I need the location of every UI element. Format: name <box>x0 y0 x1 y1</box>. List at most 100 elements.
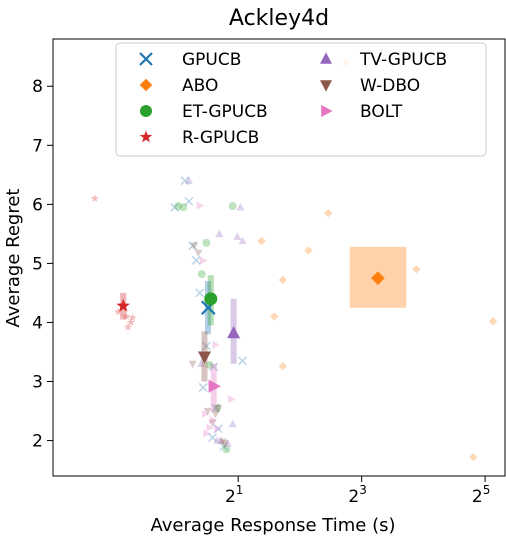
run-point-et-gpucb <box>197 270 206 279</box>
run-point-tv-gpucb <box>233 232 242 241</box>
run-point-gpucb <box>184 196 194 206</box>
run-point-gpucb <box>201 341 211 351</box>
legend-item-tv-gpucb: TV-GPUCB <box>320 50 447 70</box>
x-tick-label: 23 <box>348 483 366 507</box>
legend-label-gpucb: GPUCB <box>182 50 241 70</box>
run-point-abo <box>304 246 313 255</box>
run-point-gpucb <box>238 356 248 366</box>
run-point-bolt <box>199 256 208 265</box>
run-point-tv-gpucb <box>215 229 224 238</box>
legend-marker-gpucb <box>139 52 153 66</box>
mean-points <box>116 271 385 393</box>
run-point-abo <box>270 312 279 321</box>
run-point-et-gpucb <box>174 202 183 211</box>
y-tick-label: 5 <box>32 254 43 274</box>
run-point-r-gpucb <box>126 318 136 327</box>
run-point-r-gpucb <box>114 307 123 316</box>
legend-label-tv-gpucb: TV-GPUCB <box>359 50 447 70</box>
plot-area <box>90 58 498 462</box>
legend-label-r-gpucb: R-GPUCB <box>182 128 259 148</box>
legend-box <box>115 42 487 157</box>
run-point-et-gpucb <box>205 360 214 369</box>
run-point-w-dbo <box>208 419 217 428</box>
x-axis-ticks: 21 23 25 <box>225 476 490 507</box>
run-point-w-dbo <box>211 410 220 419</box>
run-point-abo <box>257 236 266 246</box>
legend-item-r-gpucb: R-GPUCB <box>139 128 259 148</box>
legend-item-gpucb: GPUCB <box>139 50 241 70</box>
legend-label-w-dbo: W-DBO <box>360 76 420 96</box>
run-point-et-gpucb <box>228 202 237 211</box>
run-point-w-dbo <box>218 438 227 447</box>
run-point-r-gpucb <box>122 312 131 321</box>
legend-label-et-gpucb: ET-GPUCB <box>182 102 268 122</box>
y-axis-label: Average Regret <box>3 189 24 328</box>
run-point-et-gpucb <box>222 445 231 454</box>
run-point-bolt <box>214 424 222 433</box>
error-boxes <box>120 246 407 412</box>
y-tick-label: 3 <box>32 373 43 393</box>
run-point-w-dbo <box>190 242 199 251</box>
x-tick-label: 21 <box>225 483 243 507</box>
y-tick-label: 6 <box>32 195 43 215</box>
run-point-gpucb <box>195 288 205 298</box>
y-tick-label: 7 <box>32 136 43 156</box>
legend-marker-r-gpucb <box>139 130 153 143</box>
mean-point-tv-gpucb <box>227 325 241 339</box>
run-point-bolt <box>196 201 205 210</box>
run-point-et-gpucb <box>202 238 211 247</box>
run-point-bolt <box>201 409 210 418</box>
run-point-abo <box>278 361 287 371</box>
run-point-abo <box>488 317 498 326</box>
legend-label-bolt: BOLT <box>360 102 403 122</box>
legend-marker-bolt <box>321 105 333 117</box>
run-point-r-gpucb <box>128 313 137 322</box>
plot-frame <box>52 38 506 477</box>
legend-marker-tv-gpucb <box>320 52 332 64</box>
legend-marker-w-dbo <box>320 80 332 92</box>
run-point-bolt <box>203 429 211 438</box>
y-tick-label: 8 <box>32 77 43 97</box>
legend-item-w-dbo: W-DBO <box>320 76 420 96</box>
run-point-tv-gpucb <box>184 176 193 184</box>
run-point-w-dbo <box>214 404 223 413</box>
legend-label-abo: ABO <box>182 76 218 96</box>
legend-marker-abo <box>139 78 153 92</box>
run-point-abo <box>469 452 478 462</box>
x-axis-label: Average Response Time (s) <box>150 515 395 536</box>
run-point-w-dbo <box>220 440 229 448</box>
chart-title: Ackley4d <box>229 6 329 31</box>
legend: GPUCB ABO ET-GPUCB R-GPUCB TV-GPUCB W-DBO BOLT <box>115 42 487 157</box>
legend-item-abo: ABO <box>139 76 218 96</box>
legend-item-bolt: BOLT <box>321 102 403 122</box>
run-point-gpucb <box>191 255 201 265</box>
run-point-tv-gpucb <box>228 419 237 428</box>
run-point-tv-gpucb <box>223 439 232 447</box>
y-tick-label: 2 <box>32 432 43 452</box>
mean-point-r-gpucb <box>116 298 131 312</box>
mean-point-abo <box>371 271 385 285</box>
run-point-tv-gpucb <box>213 436 222 444</box>
run-point-et-gpucb <box>179 203 188 212</box>
run-point-bolt <box>209 415 217 424</box>
run-point-r-gpucb <box>90 194 100 203</box>
mean-point-w-dbo <box>198 351 212 364</box>
run-point-tv-gpucb <box>197 359 206 367</box>
run-point-et-gpucb <box>213 404 222 413</box>
run-point-tv-gpucb <box>238 236 247 245</box>
run-point-gpucb <box>210 403 221 413</box>
run-point-gpucb <box>180 176 190 186</box>
run-point-gpucb <box>213 424 223 434</box>
legend-marker-et-gpucb <box>140 105 152 117</box>
run-point-gpucb <box>198 382 208 392</box>
run-point-bolt <box>212 340 220 349</box>
mean-point-et-gpucb <box>204 292 218 306</box>
run-point-abo <box>412 265 421 274</box>
run-point-w-dbo <box>188 360 197 369</box>
y-axis-ticks: 2 3 4 5 6 7 8 <box>32 77 53 452</box>
run-points <box>90 58 498 462</box>
run-point-tv-gpucb <box>217 436 226 444</box>
run-point-abo <box>278 275 287 285</box>
run-point-w-dbo <box>194 249 203 258</box>
